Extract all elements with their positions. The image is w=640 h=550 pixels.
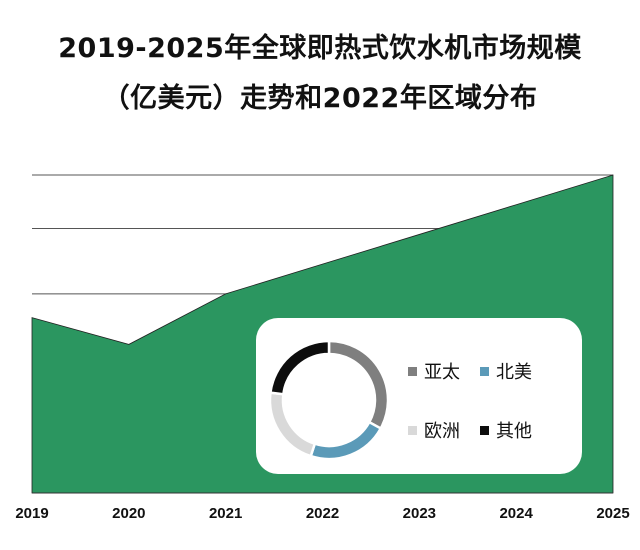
chart-title-line-1: 2019-2025年全球即热式饮水机市场规模 [58, 33, 582, 64]
legend-swatch [408, 367, 417, 376]
legend-label: 北美 [496, 362, 532, 383]
legend-swatch [480, 426, 489, 435]
x-axis: 2019 2020 2021 2022 2023 2024 2025 [15, 492, 630, 522]
legend-label: 亚太 [424, 362, 460, 383]
legend-label: 欧洲 [424, 421, 460, 442]
chart-title-line-2: （亿美元）走势和2022年区域分布 [102, 83, 538, 114]
legend-label: 其他 [496, 421, 532, 442]
legend-swatch [408, 426, 417, 435]
x-tick-label: 2022 [306, 505, 339, 522]
donut-chart [268, 339, 390, 461]
donut-slice-4 [269, 339, 331, 396]
legend-swatch [480, 367, 489, 376]
x-tick-label: 2019 [15, 505, 48, 522]
inset-background [256, 318, 582, 474]
x-tick-label: 2020 [112, 505, 145, 522]
x-tick-label: 2021 [209, 505, 242, 522]
x-tick-label: 2023 [403, 505, 436, 522]
x-tick-label: 2024 [499, 505, 533, 522]
x-tick-label: 2025 [596, 505, 629, 522]
